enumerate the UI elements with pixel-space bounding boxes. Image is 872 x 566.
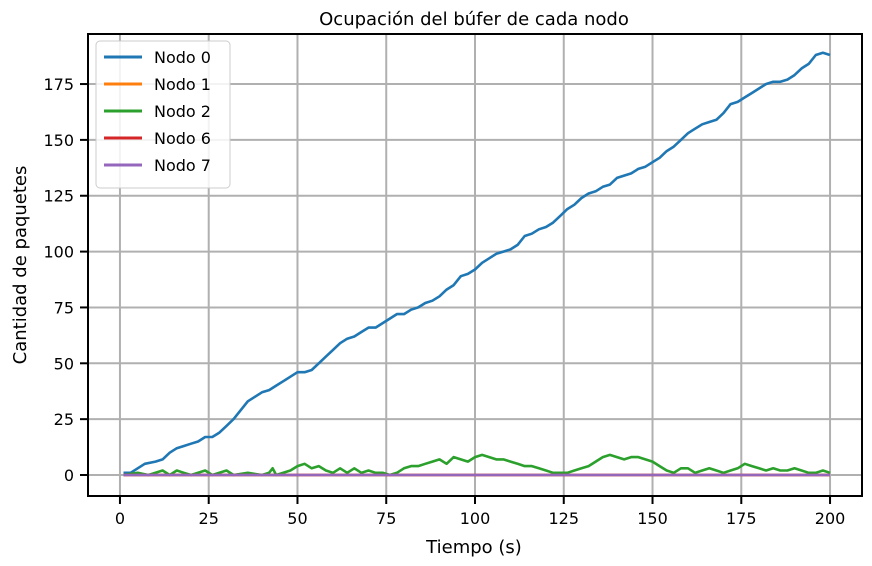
x-tick-label: 125	[548, 509, 579, 528]
legend-label: Nodo 7	[154, 156, 211, 175]
y-tick-label: 25	[54, 410, 74, 429]
y-tick-label: 75	[54, 298, 74, 317]
legend-label: Nodo 2	[154, 102, 211, 121]
y-tick-label: 125	[43, 187, 74, 206]
legend-label: Nodo 6	[154, 129, 211, 148]
y-tick-label: 150	[43, 131, 74, 150]
x-tick-label: 75	[376, 509, 396, 528]
y-tick-label: 0	[64, 466, 74, 485]
x-tick-label: 100	[460, 509, 491, 528]
y-tick-label: 50	[54, 354, 74, 373]
x-tick-label: 150	[637, 509, 668, 528]
y-tick-label: 175	[43, 75, 74, 94]
x-tick-label: 200	[815, 509, 846, 528]
legend: Nodo 0 Nodo 1 Nodo 2 Nodo 6 Nodo 7	[95, 40, 231, 189]
x-axis: 0 25 50 75 100 125 150 175 200	[115, 496, 845, 528]
legend-box	[95, 40, 231, 189]
x-tick-label: 0	[115, 509, 125, 528]
legend-label: Nodo 0	[154, 48, 211, 67]
y-axis: 0 25 50 75 100 125 150 175	[43, 75, 88, 485]
x-tick-label: 25	[199, 509, 219, 528]
x-tick-label: 50	[287, 509, 307, 528]
x-tick-label: 175	[726, 509, 757, 528]
series-line-nodo-0	[123, 51, 831, 475]
series-line-nodo-2	[123, 453, 831, 477]
y-tick-label: 100	[43, 243, 74, 262]
legend-label: Nodo 1	[154, 75, 211, 94]
series-layer	[123, 51, 831, 477]
y-axis-label: Cantidad de paquetes	[10, 166, 31, 365]
x-axis-label: Tiempo (s)	[425, 537, 522, 558]
chart-title: Ocupación del búfer de cada nodo	[319, 9, 629, 30]
grid	[88, 34, 862, 496]
